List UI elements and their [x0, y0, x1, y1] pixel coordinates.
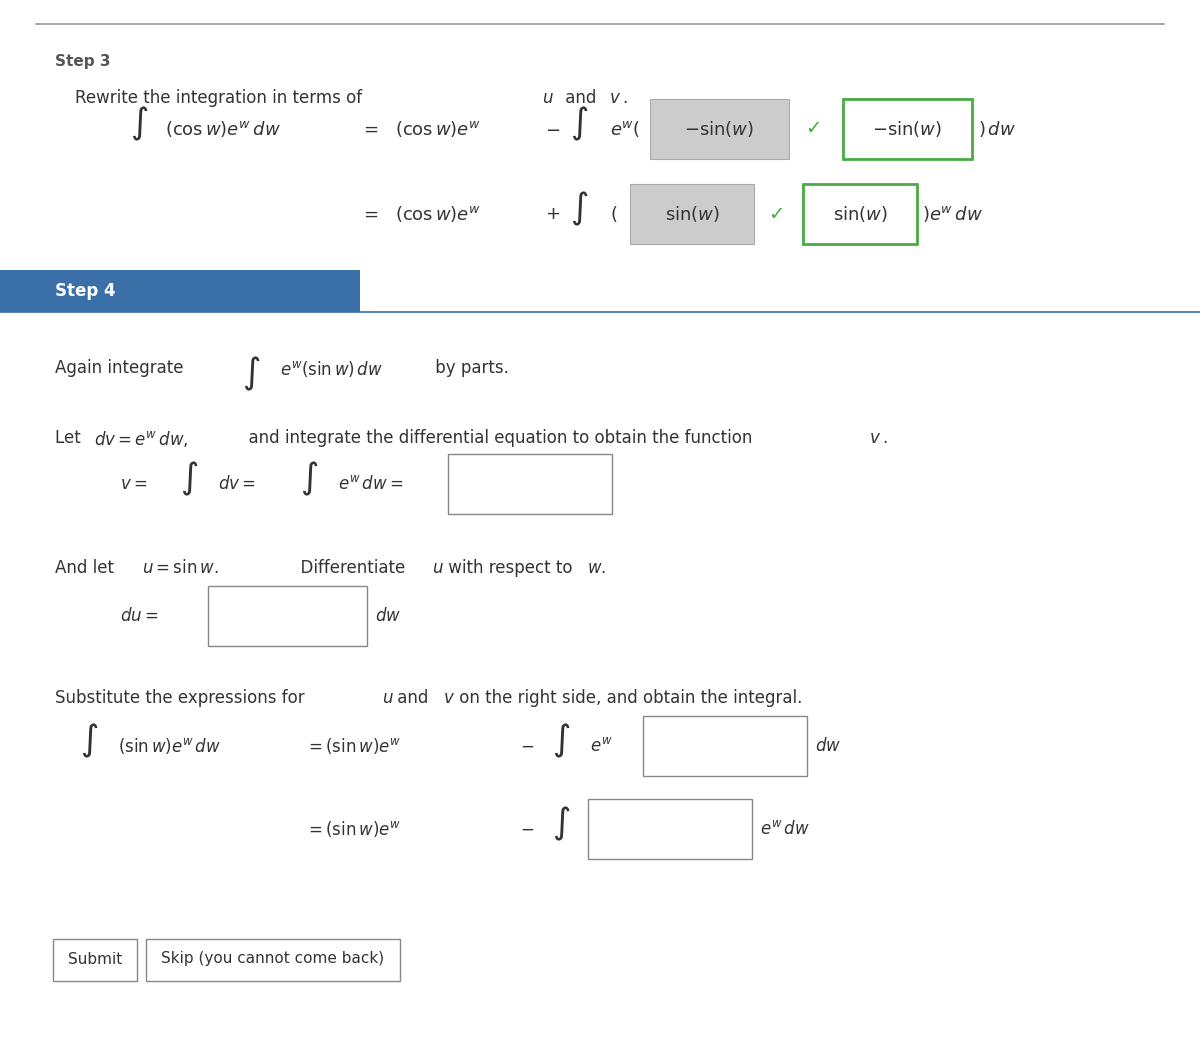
Text: Step 3: Step 3 — [55, 54, 110, 69]
Text: $dw$: $dw$ — [815, 737, 841, 755]
Text: $\sin(w)$: $\sin(w)$ — [833, 204, 888, 224]
FancyBboxPatch shape — [588, 799, 752, 859]
Text: and: and — [392, 689, 433, 707]
Text: Again integrate: Again integrate — [55, 359, 184, 377]
Text: u: u — [382, 689, 392, 707]
FancyBboxPatch shape — [650, 99, 790, 159]
Text: $e^w\, dw$: $e^w\, dw$ — [760, 820, 810, 838]
Text: Submit: Submit — [68, 951, 122, 967]
FancyBboxPatch shape — [842, 99, 972, 159]
Text: $e^w(\sin w)\, dw$: $e^w(\sin w)\, dw$ — [280, 359, 383, 379]
Text: $u = \sin w.$: $u = \sin w.$ — [142, 559, 218, 577]
Text: $-$: $-$ — [545, 120, 560, 138]
Text: $+$: $+$ — [545, 205, 560, 223]
Text: $(\cos w)e^w$: $(\cos w)e^w$ — [395, 204, 481, 224]
Text: ✓: ✓ — [768, 205, 785, 223]
Text: Step 4: Step 4 — [55, 282, 115, 300]
Text: $\int$: $\int$ — [300, 460, 318, 498]
Bar — [0, 270, 360, 312]
Text: v: v — [444, 689, 454, 707]
Text: $e^w\, dw =$: $e^w\, dw =$ — [338, 475, 403, 493]
Text: $\int$: $\int$ — [130, 104, 149, 143]
Text: v: v — [610, 89, 620, 106]
Text: u: u — [542, 89, 552, 106]
FancyBboxPatch shape — [803, 184, 917, 244]
FancyBboxPatch shape — [448, 454, 612, 514]
Text: $=$: $=$ — [360, 120, 379, 138]
Text: $\int$: $\int$ — [570, 104, 588, 143]
Text: $\int$: $\int$ — [570, 190, 588, 228]
Text: $= (\sin w)e^w$: $= (\sin w)e^w$ — [305, 736, 401, 756]
Text: $(\cos w)e^w$: $(\cos w)e^w$ — [395, 119, 481, 139]
Text: $)e^w\, dw$: $)e^w\, dw$ — [922, 204, 983, 224]
Text: on the right side, and obtain the integral.: on the right side, and obtain the integr… — [454, 689, 803, 707]
Text: $-$: $-$ — [520, 820, 534, 838]
Text: v: v — [870, 429, 880, 447]
Text: $dv = e^w\, dw,$: $dv = e^w\, dw,$ — [94, 429, 188, 449]
Text: by parts.: by parts. — [430, 359, 509, 377]
FancyBboxPatch shape — [208, 586, 367, 646]
Text: $\sin(w)$: $\sin(w)$ — [665, 204, 720, 224]
Text: $=$: $=$ — [360, 205, 379, 223]
Text: $-\sin(w)$: $-\sin(w)$ — [872, 119, 942, 139]
Text: w: w — [588, 559, 601, 577]
Text: u: u — [432, 559, 443, 577]
Text: Differentiate: Differentiate — [290, 559, 410, 577]
Text: .: . — [622, 89, 628, 106]
FancyBboxPatch shape — [53, 939, 137, 981]
Text: $)\, dw$: $)\, dw$ — [978, 119, 1016, 139]
Text: Substitute the expressions for: Substitute the expressions for — [55, 689, 310, 707]
Text: $dw$: $dw$ — [374, 607, 401, 625]
Text: $\int$: $\int$ — [180, 460, 198, 498]
Text: $v = $: $v = $ — [120, 475, 148, 493]
Text: ✓: ✓ — [805, 119, 821, 139]
Text: $-$: $-$ — [520, 737, 534, 755]
FancyBboxPatch shape — [630, 184, 754, 244]
Text: $= (\sin w)e^w$: $= (\sin w)e^w$ — [305, 818, 401, 839]
Text: $($: $($ — [610, 204, 618, 224]
Text: Skip (you cannot come back): Skip (you cannot come back) — [162, 951, 384, 967]
Text: $\int$: $\int$ — [80, 721, 98, 760]
Text: and: and — [560, 89, 601, 106]
Text: $dv = $: $dv = $ — [218, 475, 256, 493]
Text: $du = $: $du = $ — [120, 607, 158, 625]
Text: .: . — [600, 559, 605, 577]
Text: $\int$: $\int$ — [552, 805, 570, 844]
Text: $\int$: $\int$ — [242, 355, 260, 394]
Text: $-\sin(w)$: $-\sin(w)$ — [684, 119, 755, 139]
Text: and integrate the differential equation to obtain the function: and integrate the differential equation … — [238, 429, 757, 447]
Text: $(\sin w)e^w\, dw$: $(\sin w)e^w\, dw$ — [118, 736, 221, 756]
FancyBboxPatch shape — [146, 939, 400, 981]
Text: .: . — [882, 429, 887, 447]
Text: $e^w($: $e^w($ — [610, 119, 641, 139]
Text: with respect to: with respect to — [443, 559, 577, 577]
Text: Rewrite the integration in terms of: Rewrite the integration in terms of — [74, 89, 367, 106]
Text: $e^w$: $e^w$ — [590, 737, 612, 755]
Text: $\int$: $\int$ — [552, 721, 570, 760]
FancyBboxPatch shape — [643, 716, 808, 776]
Text: $(\cos w)e^w\, dw$: $(\cos w)e^w\, dw$ — [166, 119, 281, 139]
Text: Let: Let — [55, 429, 86, 447]
Text: And let: And let — [55, 559, 119, 577]
